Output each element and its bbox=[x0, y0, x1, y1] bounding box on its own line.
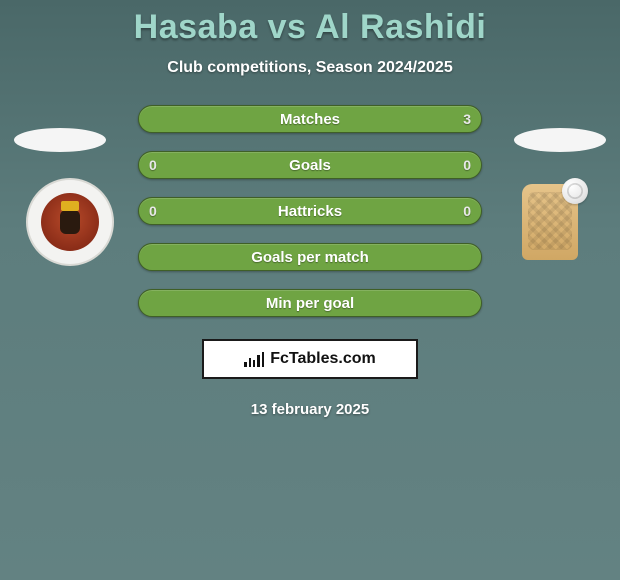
club-logo-right bbox=[500, 180, 600, 264]
bar-chart-icon bbox=[244, 351, 264, 367]
stat-right-value: 3 bbox=[463, 111, 471, 127]
stat-label: Matches bbox=[280, 111, 340, 128]
stat-row-min-per-goal: Min per goal bbox=[138, 289, 482, 317]
football-icon bbox=[562, 178, 588, 204]
stat-label: Goals per match bbox=[251, 249, 369, 266]
stat-right-value: 0 bbox=[463, 157, 471, 173]
club-badge-left-icon bbox=[26, 178, 114, 266]
player-photo-left-placeholder bbox=[14, 128, 106, 152]
brand-badge: FcTables.com bbox=[202, 339, 418, 379]
stat-row-matches: Matches 3 bbox=[138, 105, 482, 133]
stat-label: Min per goal bbox=[266, 295, 354, 312]
stat-label: Hattricks bbox=[278, 203, 342, 220]
club-badge-right-icon bbox=[502, 177, 598, 267]
player-photo-right-placeholder bbox=[514, 128, 606, 152]
stat-row-goals: 0 Goals 0 bbox=[138, 151, 482, 179]
comparison-subtitle: Club competitions, Season 2024/2025 bbox=[0, 59, 620, 77]
stat-row-goals-per-match: Goals per match bbox=[138, 243, 482, 271]
stat-left-value: 0 bbox=[149, 203, 157, 219]
stat-left-value: 0 bbox=[149, 157, 157, 173]
comparison-title: Hasaba vs Al Rashidi bbox=[0, 8, 620, 47]
stat-label: Goals bbox=[289, 157, 331, 174]
stat-row-hattricks: 0 Hattricks 0 bbox=[138, 197, 482, 225]
generated-date: 13 february 2025 bbox=[0, 401, 620, 418]
stat-right-value: 0 bbox=[463, 203, 471, 219]
brand-text: FcTables.com bbox=[270, 350, 376, 368]
club-logo-left bbox=[20, 180, 120, 264]
